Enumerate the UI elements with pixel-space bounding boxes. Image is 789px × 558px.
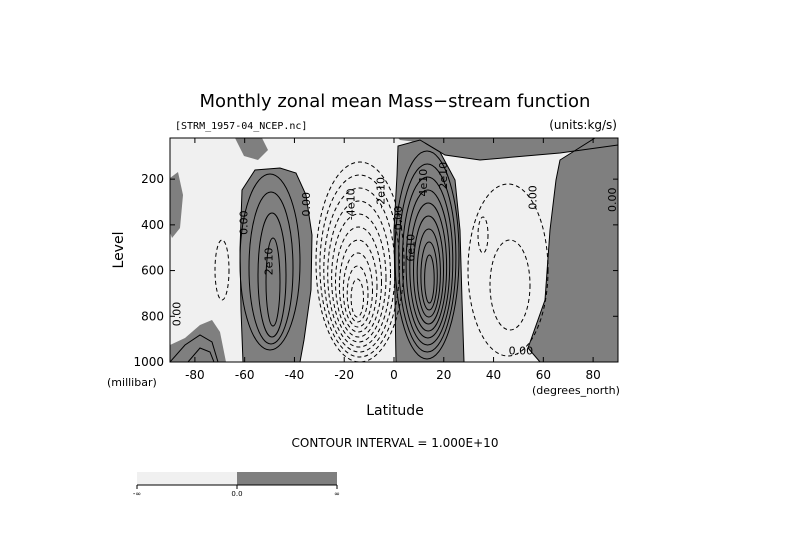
y-tick-label: 200 (141, 172, 164, 186)
x-tick-label: 20 (436, 368, 451, 382)
contour-label: 0.00 (606, 187, 619, 212)
contour-line-solid (187, 347, 215, 362)
positive-region-south-patch (170, 172, 183, 238)
contour-line-dashed (477, 216, 489, 254)
contour-line-solid (424, 254, 435, 304)
contour-labels: 2e10 0.00 0.00 -4e10 -2e10 0.00 6e10 4e10 2e10 0.… (170, 162, 619, 358)
y-unit-label: (millibar) (107, 376, 157, 389)
contour-line-dashed (327, 200, 392, 348)
contour-label: -2e10 (375, 177, 388, 209)
contour-line-dashed (331, 213, 387, 343)
y-axis-label: Level (111, 232, 127, 269)
positive-region-upper-band (398, 138, 618, 160)
contour-label: 0.00 (300, 192, 313, 217)
plot-area: 2e10 0.00 0.00 -4e10 -2e10 0.00 6e10 4e10 2e10 0.… (169, 137, 619, 363)
x-axis-label: Latitude (366, 403, 424, 419)
contour-interval-text: CONTOUR INTERVAL = 1.000E+10 (292, 436, 499, 450)
positive-region-antarctic-surface (170, 320, 226, 362)
contour-label: 0.00 (238, 210, 251, 235)
contour-line-solid (409, 202, 448, 332)
contour-label: 0.00 (170, 302, 183, 327)
contour-line-dashed (467, 183, 549, 357)
x-unit-label: (degrees_north) (532, 384, 620, 397)
contour-line-solid (416, 228, 441, 318)
contour-line-dashed (315, 161, 405, 362)
contour-label: 0.00 (392, 206, 405, 231)
contour-line-dashed (335, 226, 382, 338)
colorbar-tick-label: ∞ (334, 490, 340, 498)
x-tick-label: -60 (235, 368, 255, 382)
contour-label: 6e10 (404, 234, 417, 262)
positive-region-upper-south (235, 138, 268, 160)
colorbar: -∞ 0.0 ∞ (133, 472, 340, 498)
x-tick-label: -40 (285, 368, 305, 382)
contour-line-zero (393, 139, 465, 362)
contour-line-solid (398, 163, 457, 353)
contour-label: 4e10 (417, 169, 430, 197)
contour-line-solid (405, 189, 451, 339)
chart-title: Monthly zonal mean Mass−stream function (200, 91, 591, 112)
y-tick-label: 800 (141, 309, 164, 323)
contour-line-solid (257, 212, 287, 338)
contour-line-dashed (342, 252, 373, 328)
colorbar-swatch (137, 472, 237, 485)
y-tick-label: 600 (141, 264, 164, 278)
y-tick-label: 400 (141, 218, 164, 232)
contour-line-zero (239, 167, 313, 362)
x-axis-ticks: -80 -60 -40 -20 0 20 40 60 80 (185, 138, 601, 382)
x-tick-label: 60 (536, 368, 551, 382)
x-tick-label: -20 (334, 368, 354, 382)
contour-label: 2e10 (437, 162, 450, 190)
contour-line-solid (413, 215, 444, 325)
colorbar-tick-label: -∞ (133, 490, 141, 498)
y-axis-ticks: 200 400 600 800 1000 (133, 172, 618, 369)
contour-label: 2e10 (263, 248, 276, 276)
contour-line-solid (420, 241, 438, 311)
units-label: (units:kg/s) (549, 118, 617, 132)
contour-line-dashed (338, 239, 378, 333)
contour-label: 0.00 (509, 345, 534, 358)
contour-label: 0.00 (526, 185, 539, 210)
x-tick-label: -80 (185, 368, 205, 382)
contour-line-zero (424, 142, 618, 161)
contour-lines (170, 138, 618, 362)
contour-label: -4e10 (345, 188, 358, 220)
contour-line-solid (265, 237, 281, 327)
y-tick-label: 1000 (133, 355, 164, 369)
contour-line-dashed (319, 174, 401, 358)
contour-line-solid (248, 191, 294, 345)
contour-line-solid (401, 176, 454, 346)
x-tick-label: 40 (486, 368, 501, 382)
contour-line-dashed (350, 278, 364, 318)
contour-line-dashed (489, 239, 531, 331)
colorbar-tick-label: 0.0 (231, 490, 242, 498)
file-label: [STRM_1957-04_NCEP.nc] (175, 121, 307, 132)
positive-region-north-polar (528, 138, 618, 362)
contour-line-dashed (214, 239, 230, 301)
x-tick-label: 80 (585, 368, 600, 382)
contour-line-dashed (346, 265, 369, 323)
contour-line-solid (170, 334, 219, 362)
contour-line-solid (394, 150, 460, 360)
contour-line-zero (527, 138, 596, 362)
x-tick-label: 0 (390, 368, 398, 382)
colorbar-swatch (237, 472, 337, 485)
